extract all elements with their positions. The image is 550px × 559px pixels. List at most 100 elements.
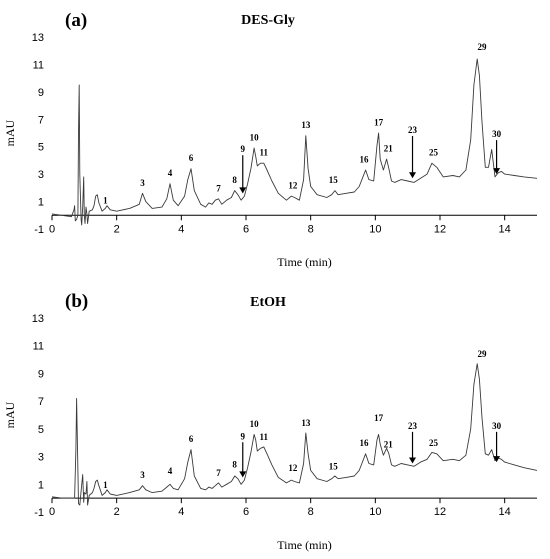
peak-label: 30: [492, 129, 502, 139]
peak-label: 10: [250, 419, 260, 429]
peak-arrow-head: [493, 168, 501, 175]
y-tick-label: 7: [38, 396, 44, 408]
peak-annotation-3: 3: [140, 470, 145, 480]
peak-annotation-9: 9: [239, 431, 247, 478]
peak-arrow-head: [493, 456, 501, 463]
x-tick-label: 6: [243, 506, 249, 518]
y-tick-label: 1: [38, 197, 44, 209]
peak-annotation-16: 16: [360, 438, 370, 448]
chart-panel-a: (a) DES-Gly -1 1 3 5 7 9 11 13 0 2 4 6 8 10 12 14 Time (mi…: [3, 10, 538, 269]
peak-label: 3: [140, 178, 145, 188]
y-tick-label: 5: [38, 424, 44, 436]
peak-label: 6: [189, 434, 194, 444]
peak-label: 12: [288, 463, 298, 473]
x-tick-label: 4: [178, 223, 184, 235]
peak-label: 17: [374, 117, 384, 127]
y-tick-label: 9: [38, 368, 44, 380]
chart-title: DES-Gly: [241, 13, 295, 28]
x-tick-label: 0: [49, 506, 55, 518]
x-tick-label: 6: [243, 223, 249, 235]
peak-annotation-25: 25: [429, 148, 439, 158]
peak-label: 4: [168, 466, 173, 476]
peak-annotation-21: 21: [384, 440, 394, 450]
y-axis-label: mAU: [3, 119, 17, 146]
peak-label: 11: [260, 432, 269, 442]
peak-annotation-15: 15: [329, 462, 339, 472]
peak-annotation-17: 17: [374, 413, 384, 423]
peak-label: 3: [140, 470, 145, 480]
peak-annotation-6: 6: [189, 434, 194, 444]
peak-annotation-7: 7: [216, 468, 221, 478]
peak-annotation-29: 29: [478, 42, 488, 52]
peak-arrow-head: [409, 172, 417, 179]
x-tick-label: 8: [308, 506, 314, 518]
y-tick-label: 11: [33, 341, 44, 353]
x-tick-label: 10: [369, 223, 381, 235]
peak-annotation-13: 13: [301, 120, 311, 130]
peak-annotation-17: 17: [374, 117, 384, 127]
peak-label: 7: [216, 183, 221, 193]
x-tick-label: 14: [499, 506, 511, 518]
y-axis-label: mAU: [3, 401, 17, 428]
series-line: [51, 363, 538, 506]
peak-annotation-1: 1: [103, 196, 108, 206]
peak-label: 16: [360, 438, 370, 448]
peak-annotation-30: 30: [492, 421, 502, 463]
y-tick-label: 5: [38, 142, 44, 154]
y-tick-label: 13: [32, 313, 44, 325]
peak-label: 4: [168, 168, 173, 178]
peak-label: 25: [429, 148, 439, 158]
x-tick-label: 8: [308, 223, 314, 235]
y-tick-label: 1: [38, 479, 44, 491]
x-tick-label: 12: [434, 506, 446, 518]
peak-annotation-7: 7: [216, 183, 221, 193]
peak-label: 13: [301, 120, 311, 130]
peak-label: 25: [429, 438, 439, 448]
y-tick-label: 3: [38, 452, 44, 464]
peak-annotation-4: 4: [168, 168, 173, 178]
x-tick-label: 2: [114, 506, 120, 518]
peak-label: 9: [241, 144, 246, 154]
y-tick-label: -1: [34, 224, 44, 236]
peak-label: 16: [360, 154, 370, 164]
peak-arrow-head: [239, 471, 247, 478]
x-axis-label: Time (min): [277, 255, 332, 269]
chart-title: EtOH: [250, 295, 286, 310]
peak-label: 17: [374, 413, 384, 423]
peak-annotation-25: 25: [429, 438, 439, 448]
peak-label: 21: [384, 144, 394, 154]
peak-label: 6: [189, 153, 194, 163]
peak-annotation-23: 23: [408, 421, 418, 464]
y-tick-label: 11: [33, 59, 44, 71]
x-tick-label: 10: [369, 506, 381, 518]
peak-label: 8: [232, 460, 237, 470]
peak-label: 11: [260, 148, 269, 158]
y-tick-label: 7: [38, 114, 44, 126]
peak-label: 8: [232, 175, 237, 185]
y-tick-label: 9: [38, 87, 44, 99]
peak-label: 23: [408, 125, 418, 135]
x-tick-label: 4: [178, 506, 184, 518]
peak-arrow-head: [409, 457, 417, 464]
peak-label: 10: [250, 133, 260, 143]
peak-label: 13: [301, 418, 311, 428]
peak-label: 23: [408, 421, 418, 431]
peak-annotation-8: 8: [232, 460, 237, 470]
peak-label: 12: [288, 181, 298, 191]
peak-annotation-23: 23: [408, 125, 418, 179]
peak-label: 21: [384, 440, 394, 450]
peak-annotation-9: 9: [239, 144, 247, 194]
peak-annotation-4: 4: [168, 466, 173, 476]
peak-annotation-15: 15: [329, 175, 339, 185]
x-tick-label: 0: [49, 223, 55, 235]
peak-annotation-12: 12: [288, 181, 298, 191]
peak-annotation-11: 11: [260, 432, 269, 442]
peak-annotation-8: 8: [232, 175, 237, 185]
peak-label: 30: [492, 421, 502, 431]
x-axis-label: Time (min): [277, 538, 332, 552]
peak-annotation-11: 11: [260, 148, 269, 158]
peak-annotation-29: 29: [478, 349, 488, 359]
peak-label: 15: [329, 175, 339, 185]
peak-annotation-1: 1: [103, 480, 108, 490]
